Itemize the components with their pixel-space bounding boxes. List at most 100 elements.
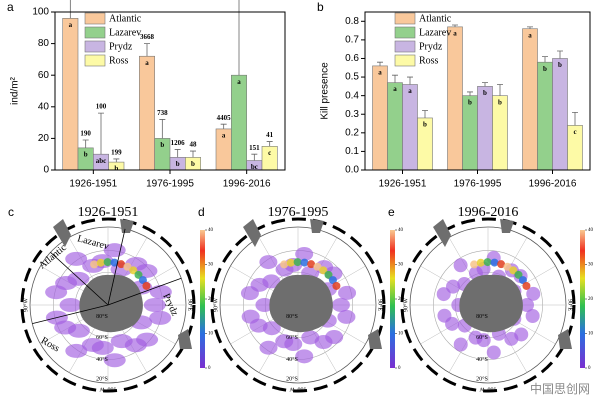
latitude-label: 40°S: [286, 356, 298, 363]
africa-tip: [120, 219, 134, 233]
legend-label: Prydz: [419, 41, 443, 52]
significance-letter: b: [558, 61, 562, 69]
australia: [558, 329, 572, 349]
density-blob: [338, 285, 357, 300]
density-blob: [143, 298, 166, 312]
significance-letter: a: [453, 29, 457, 37]
legend-swatch: [84, 12, 106, 25]
colorbar-tick-label: 40: [208, 228, 214, 233]
error-bar: [557, 50, 563, 59]
y-tick-label: 0.0: [345, 165, 359, 176]
y-tick-label: 0.6: [345, 53, 359, 64]
watermark: 中国思创网: [530, 381, 590, 396]
density-blob: [67, 271, 90, 286]
density-hotspot: [514, 270, 523, 279]
density-hotspot: [110, 258, 119, 267]
x-tick-label: 1996-2016: [529, 179, 577, 190]
significance-letter: a: [378, 69, 382, 77]
density-blob: [453, 337, 468, 352]
africa-tip: [310, 219, 324, 233]
density-hotspot: [280, 260, 289, 269]
density-hotspot: [96, 258, 105, 267]
plot-frame: [364, 11, 591, 171]
error-bar: [159, 119, 166, 139]
error-bar: [174, 149, 181, 158]
density-blob: [301, 330, 320, 345]
legend-label: Lazarev: [419, 27, 451, 38]
colorbar-tick-label: 10: [588, 332, 594, 337]
sample-size: 48: [190, 141, 198, 149]
panel-label: c: [8, 205, 14, 219]
significance-letter: b: [423, 121, 427, 129]
latitude-label: 20°S: [96, 375, 108, 382]
density-hotspot: [470, 260, 479, 269]
significance-letter: a: [237, 78, 241, 86]
sample-size: 100: [96, 103, 107, 111]
legend-swatch: [394, 26, 416, 39]
bar: [477, 86, 493, 171]
south-america: [243, 219, 261, 247]
sample-size: 41: [266, 131, 274, 139]
density-blob: [262, 274, 281, 289]
significance-letter: abc: [96, 157, 107, 165]
y-tick-label: 0.2: [345, 127, 359, 138]
density-blob: [259, 255, 278, 270]
density-hotspot: [328, 276, 337, 285]
colorbar-tick-label: 40: [588, 228, 594, 233]
colorbar-tick-label: 10: [398, 332, 404, 337]
density-hotspot: [123, 262, 132, 271]
longitude-label: 90°W: [22, 298, 29, 312]
density-hotspot: [522, 281, 531, 290]
legend-label: Prydz: [109, 41, 133, 52]
error-bar: [251, 153, 258, 161]
significance-letter: a: [393, 85, 397, 93]
density-hotspot: [300, 258, 309, 267]
density-blob: [259, 340, 278, 355]
density-blob: [525, 309, 540, 324]
significance-letter: b: [468, 98, 472, 106]
significance-letter: a: [528, 31, 532, 39]
error-bar: [407, 76, 413, 85]
latitude-label: 80°S: [286, 313, 298, 320]
significance-letter: b: [543, 65, 547, 73]
density-hotspot: [490, 258, 499, 267]
error-bar: [266, 141, 273, 147]
density-blob: [337, 309, 356, 324]
density-blob: [331, 298, 350, 312]
density-blob: [255, 298, 274, 312]
colorbar-tick-label: 0: [208, 366, 211, 371]
y-tick-label: 0.3: [345, 109, 359, 120]
map-outer-ring: [210, 217, 386, 393]
significance-letter: b: [84, 150, 88, 158]
significance-letter: c: [573, 128, 576, 136]
south-america: [53, 219, 71, 247]
latitude-label: 20°S: [286, 375, 298, 382]
antarctica: [459, 274, 523, 333]
sample-size: 4405: [217, 114, 232, 122]
error-bar: [220, 123, 227, 129]
density-hotspot: [103, 258, 112, 267]
longitude-label: 90°E: [567, 299, 574, 311]
density-hotspot: [332, 281, 341, 290]
x-tick-label: 1926-1951: [379, 179, 427, 190]
significance-letter: b: [483, 89, 487, 97]
region-boundary: [107, 228, 126, 306]
colorbar: [580, 230, 585, 368]
colorbar-tick-label: 0: [398, 366, 401, 371]
colorbar-tick-label: 10: [208, 332, 214, 337]
density-hotspot: [509, 266, 518, 275]
error-bar: [238, 0, 240, 76]
density-blob: [295, 349, 314, 364]
longitude-label: 90°W: [212, 298, 219, 312]
bar: [537, 61, 553, 171]
error-bar: [377, 61, 383, 66]
error-bar: [98, 112, 104, 155]
legend-label: Atlantic: [109, 13, 142, 24]
density-hotspot: [483, 258, 492, 267]
region-boundary: [50, 252, 109, 306]
legend-label: Atlantic: [419, 13, 452, 24]
density-blob: [110, 334, 133, 349]
y-tick-label: 60: [38, 70, 50, 81]
error-bar: [482, 82, 488, 87]
